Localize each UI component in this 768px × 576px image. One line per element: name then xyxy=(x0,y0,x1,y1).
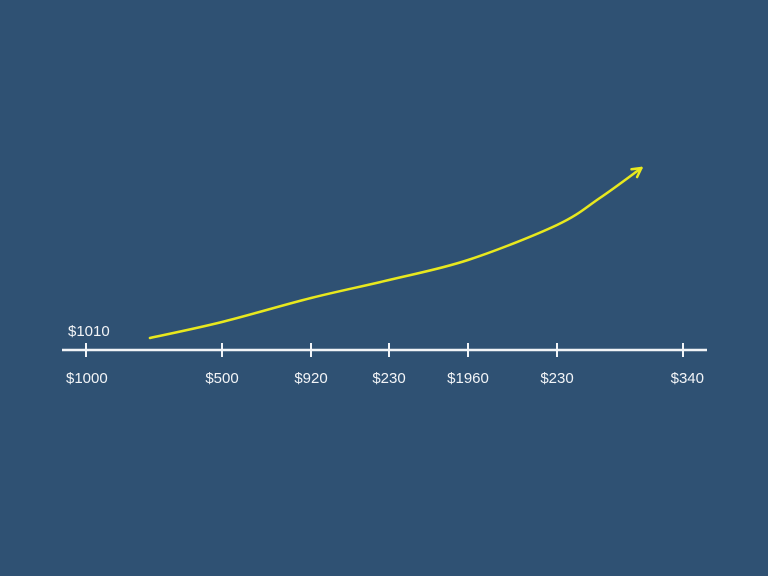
x-tick-label: $1000 xyxy=(66,370,108,387)
x-tick-label: $1960 xyxy=(447,370,489,387)
x-tick-label: $230 xyxy=(372,370,405,387)
x-tick-label: $920 xyxy=(294,370,327,387)
x-tick-label: $340 xyxy=(671,370,704,387)
x-tick-label: $230 xyxy=(540,370,573,387)
series-line xyxy=(148,166,643,340)
arrow-head-icon xyxy=(630,166,643,179)
x-tick-label: $500 xyxy=(205,370,238,387)
y-value-label: $1010 xyxy=(68,323,110,340)
